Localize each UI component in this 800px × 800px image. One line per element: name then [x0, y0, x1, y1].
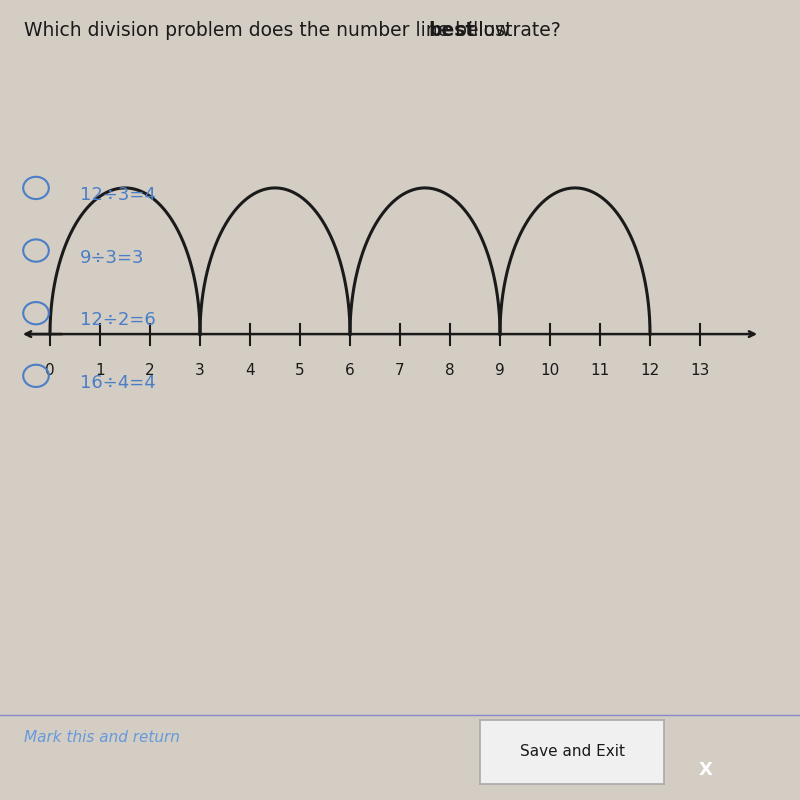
Text: 0: 0	[45, 363, 55, 378]
Text: 13: 13	[690, 363, 710, 378]
Text: 12: 12	[640, 363, 660, 378]
Text: Which division problem does the number line below: Which division problem does the number l…	[24, 21, 516, 40]
Text: 3: 3	[195, 363, 205, 378]
Text: illustrate?: illustrate?	[462, 21, 561, 40]
Text: 10: 10	[540, 363, 560, 378]
Text: 9÷3=3: 9÷3=3	[80, 249, 145, 266]
Text: ○: ○	[622, 754, 650, 787]
Text: 12÷3=4: 12÷3=4	[80, 186, 156, 204]
Text: Save and Exit: Save and Exit	[519, 745, 625, 759]
Text: 5: 5	[295, 363, 305, 378]
Text: 7: 7	[395, 363, 405, 378]
Text: 1: 1	[95, 363, 105, 378]
Text: 6: 6	[345, 363, 355, 378]
Text: 16÷4=4: 16÷4=4	[80, 374, 156, 392]
Text: Mark this and return: Mark this and return	[24, 730, 180, 745]
Text: 11: 11	[590, 363, 610, 378]
Text: best: best	[429, 21, 475, 40]
Text: 2: 2	[145, 363, 155, 378]
Text: 4: 4	[245, 363, 255, 378]
Text: X: X	[699, 761, 713, 779]
Text: 8: 8	[445, 363, 455, 378]
Text: 9: 9	[495, 363, 505, 378]
Text: 12÷2=6: 12÷2=6	[80, 311, 156, 329]
